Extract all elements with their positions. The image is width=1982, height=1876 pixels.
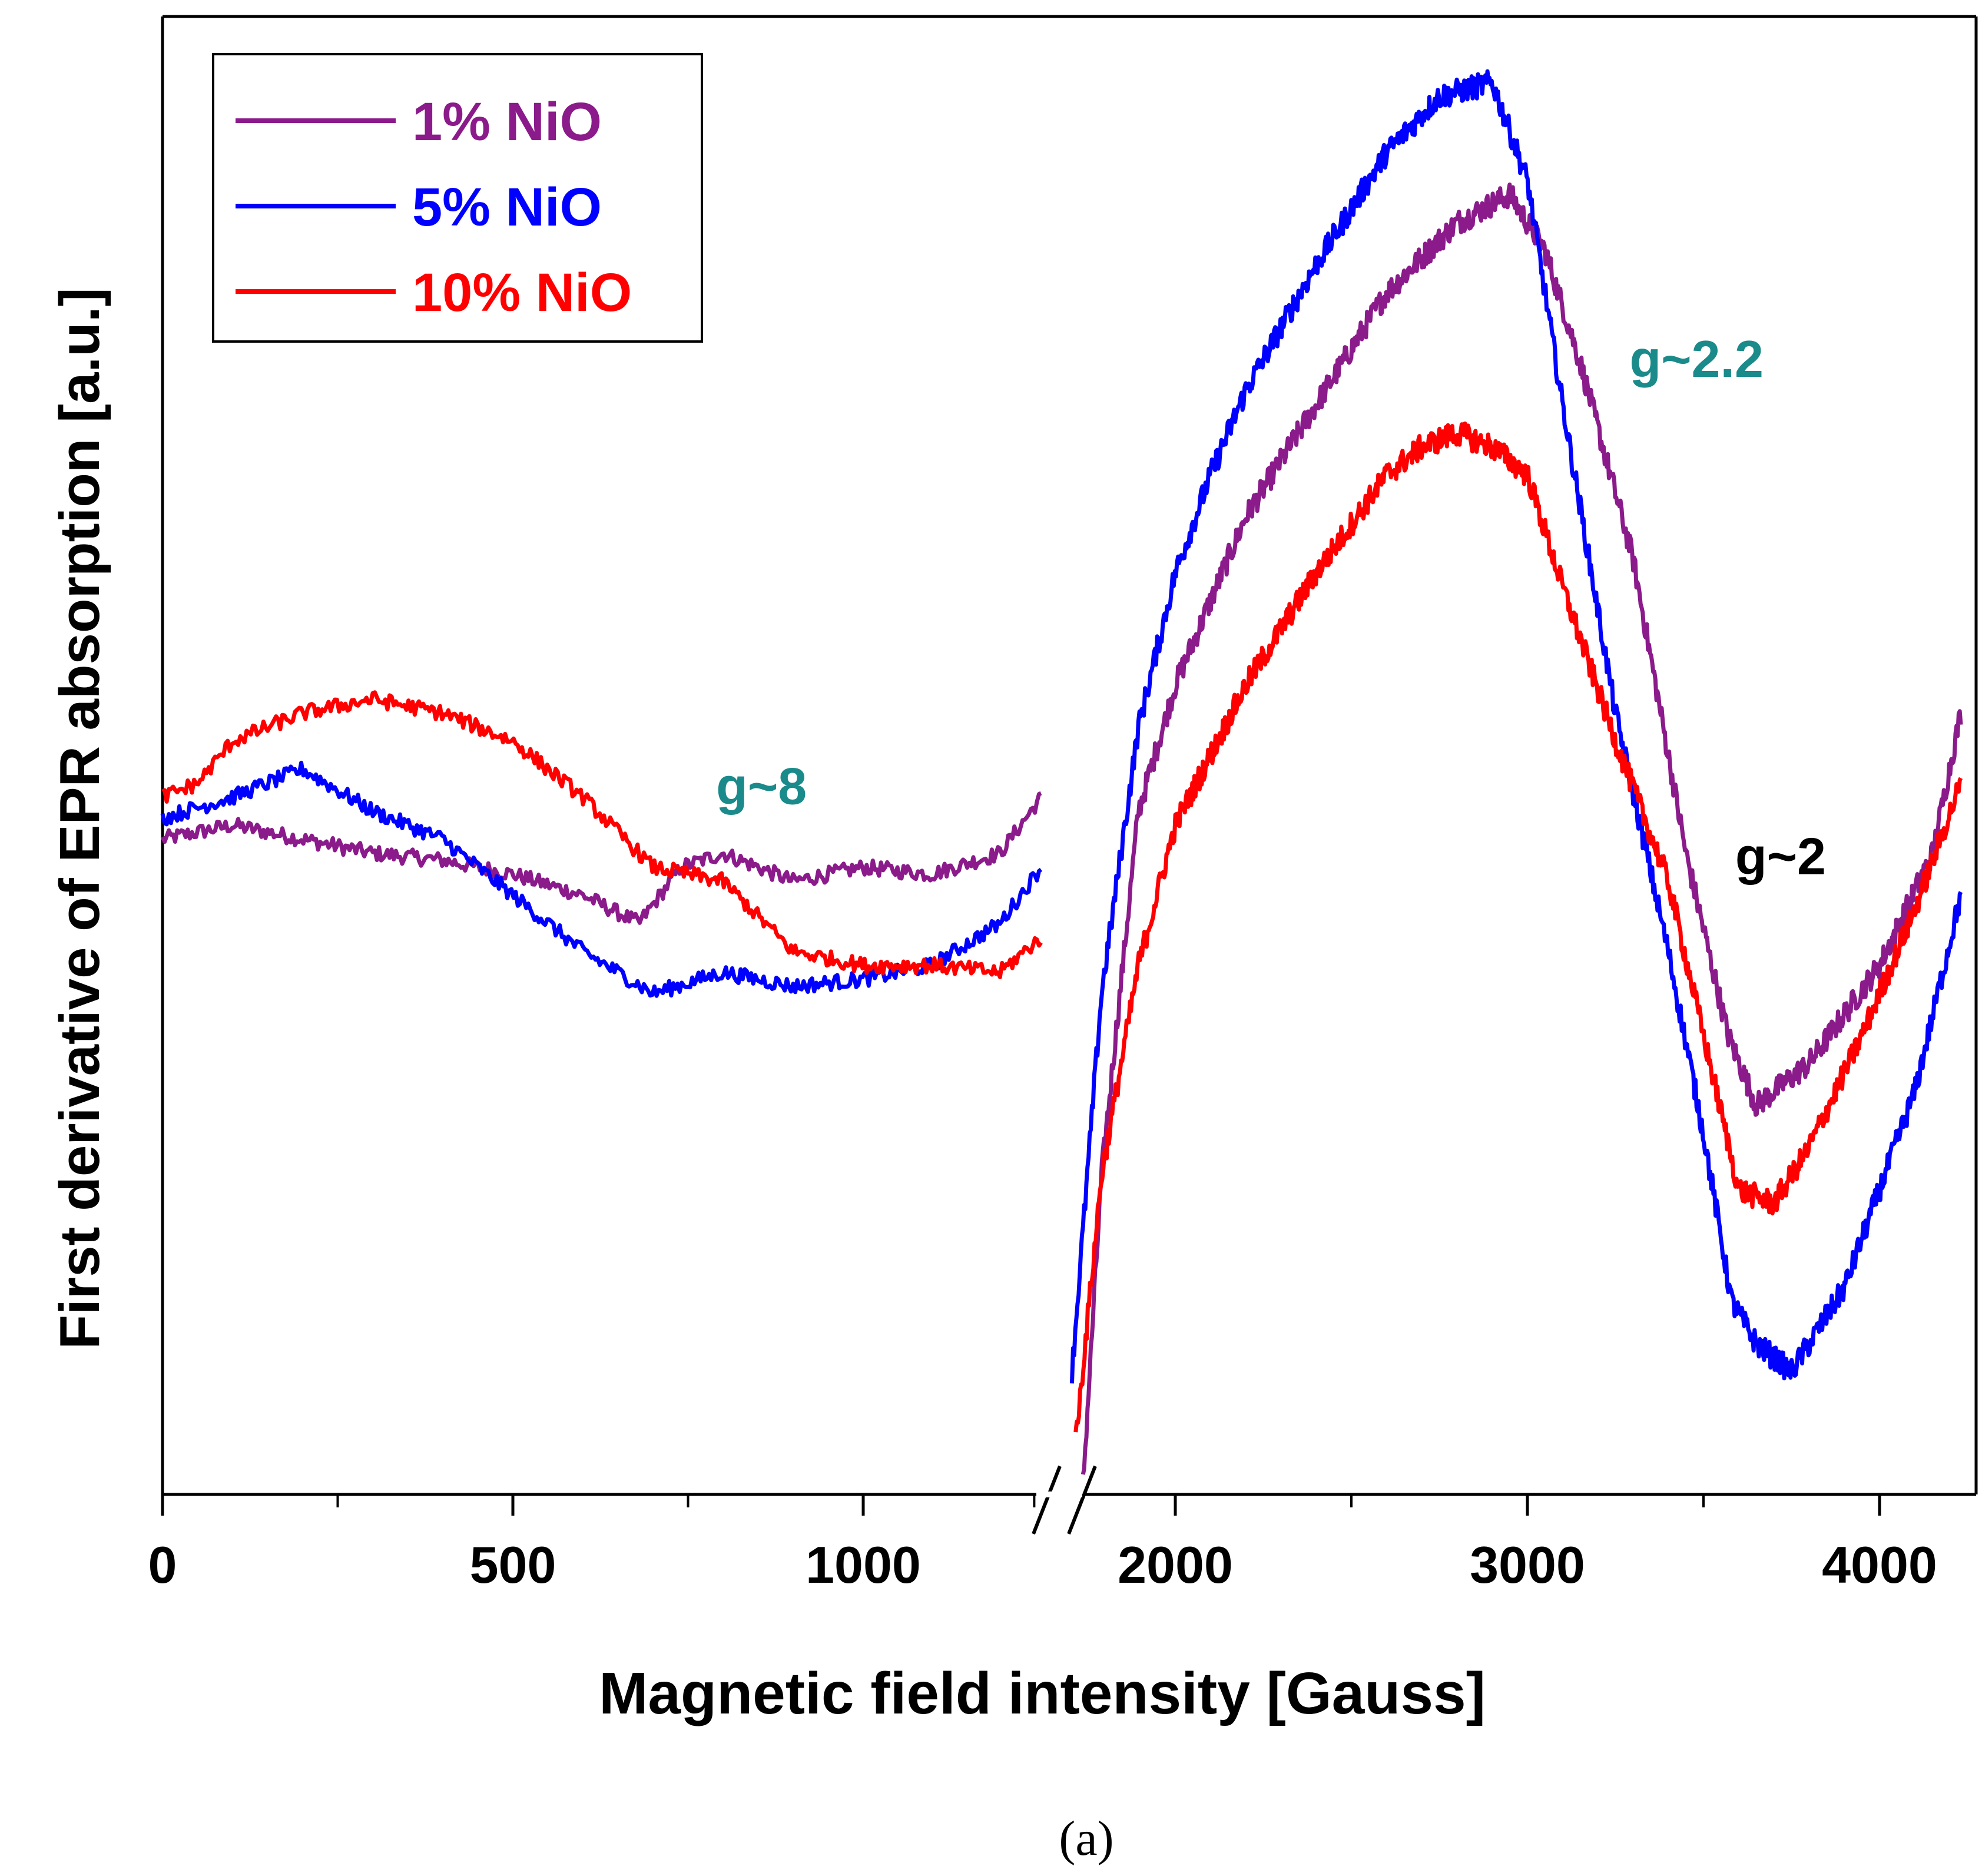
series-1-nio (160, 183, 1963, 1475)
axis-break-mark (1032, 1465, 1097, 1535)
annotation-label: g~2 (1735, 827, 1826, 886)
series-line (1081, 183, 1963, 1475)
series-line (160, 791, 1042, 925)
annotation-label: g~2.2 (1629, 330, 1763, 388)
x-tick-label: 500 (470, 1536, 556, 1594)
figure-caption: (a) (1059, 1811, 1113, 1866)
x-axis: 0 500 1000 2000 3000 4000 (148, 1465, 1937, 1594)
x-tick-label: 3000 (1470, 1536, 1585, 1594)
series-line (161, 690, 1043, 979)
x-tick-label: 4000 (1822, 1536, 1937, 1594)
x-axis-label: Magnetic field intensity [Gauss] (599, 1660, 1486, 1726)
annotation-label: g~8 (716, 757, 807, 816)
series-line (1070, 69, 1963, 1384)
legend: 1% NiO 5% NiO 10% NiO (212, 53, 703, 343)
series-line (1073, 421, 1963, 1433)
plot-frame (161, 15, 1978, 1496)
annotation-layer: g~8 g~2.2 g~2 (716, 330, 1826, 886)
series-layer (160, 69, 1963, 1475)
x-tick-label: 1000 (806, 1536, 921, 1594)
legend-label: 10% NiO (412, 263, 632, 323)
y-axis-label: First derivative of EPR absorption [a.u.… (48, 288, 111, 1350)
x-tick-label: 0 (148, 1536, 177, 1594)
legend-label: 5% NiO (412, 177, 602, 237)
legend-label: 1% NiO (412, 92, 602, 152)
series-10-nio (161, 421, 1963, 1433)
x-tick-label: 2000 (1118, 1536, 1233, 1594)
